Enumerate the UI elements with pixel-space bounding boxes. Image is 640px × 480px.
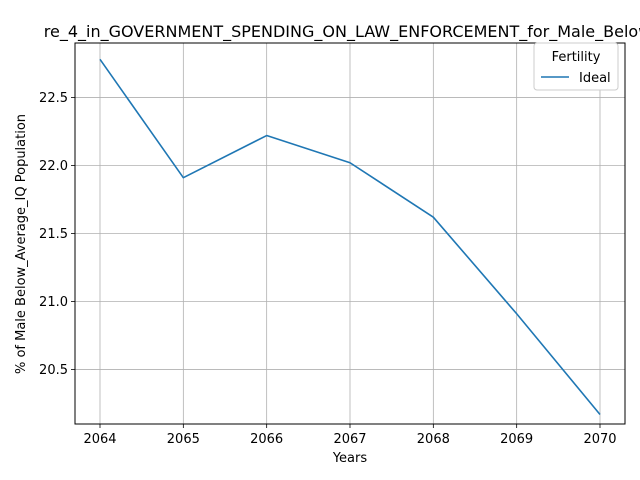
legend-title: Fertility <box>552 50 601 65</box>
x-tick-label: 2064 <box>83 432 116 447</box>
y-tick-label: 21.0 <box>39 295 68 310</box>
x-tick-label: 2069 <box>500 432 533 447</box>
x-tick-label: 2070 <box>583 432 616 447</box>
chart-title: re_4_in_GOVERNMENT_SPENDING_ON_LAW_ENFOR… <box>44 22 640 42</box>
x-tick-label: 2065 <box>167 432 200 447</box>
legend: Fertility Ideal <box>534 43 618 90</box>
x-tick-label: 2066 <box>250 432 283 447</box>
y-tick-label: 22.0 <box>39 159 68 174</box>
y-tick-label: 22.5 <box>39 91 68 106</box>
x-tick-label: 2067 <box>333 432 366 447</box>
y-axis-label: % of Male Below_Average_IQ Population <box>14 114 29 374</box>
x-axis-label: Years <box>332 451 368 466</box>
x-tick-label: 2068 <box>417 432 450 447</box>
y-tick-label: 21.5 <box>39 227 68 242</box>
y-tick-label: 20.5 <box>39 363 68 378</box>
legend-label-ideal: Ideal <box>579 71 611 86</box>
